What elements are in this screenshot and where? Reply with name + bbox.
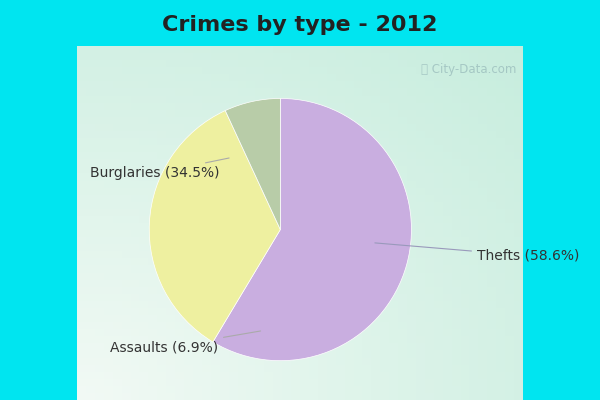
Text: Burglaries (34.5%): Burglaries (34.5%) — [90, 158, 229, 180]
Text: Thefts (58.6%): Thefts (58.6%) — [375, 243, 580, 263]
Text: Assaults (6.9%): Assaults (6.9%) — [110, 331, 260, 354]
Text: Crimes by type - 2012: Crimes by type - 2012 — [163, 15, 437, 35]
Wedge shape — [149, 110, 280, 342]
Wedge shape — [225, 98, 280, 230]
Wedge shape — [213, 98, 412, 361]
Text: ⓘ City-Data.com: ⓘ City-Data.com — [421, 63, 517, 76]
